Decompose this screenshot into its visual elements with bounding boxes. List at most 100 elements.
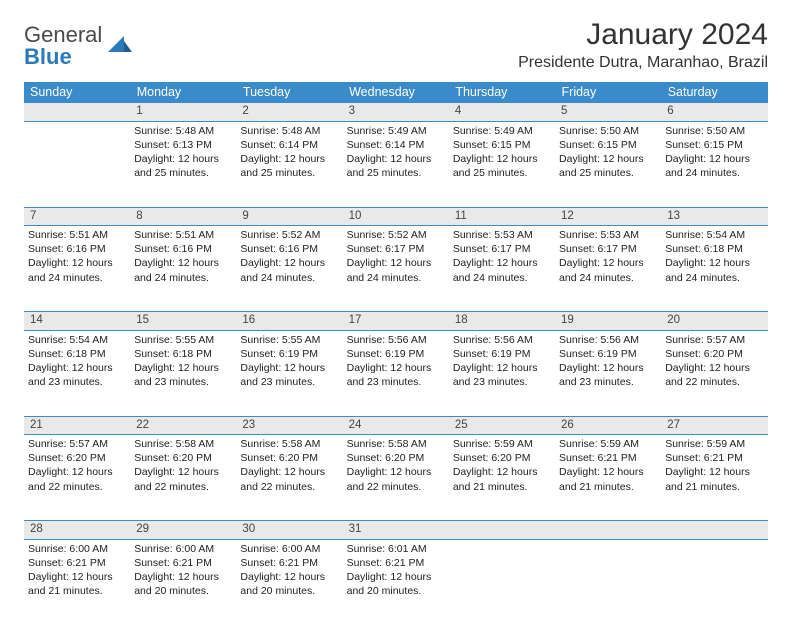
day-details: Sunrise: 6:00 AMSunset: 6:21 PMDaylight:… — [134, 542, 232, 599]
day-details: Sunrise: 5:49 AMSunset: 6:14 PMDaylight:… — [347, 124, 445, 181]
day-number-row: 14151617181920 — [24, 312, 768, 331]
day-content-cell — [661, 539, 767, 625]
day-number-cell: 23 — [236, 416, 342, 435]
day-number-cell: 12 — [555, 207, 661, 226]
day-number-cell: 24 — [343, 416, 449, 435]
day-number-cell: 13 — [661, 207, 767, 226]
day-details: Sunrise: 5:54 AMSunset: 6:18 PMDaylight:… — [28, 333, 126, 390]
day-number-cell: 18 — [449, 312, 555, 331]
day-number-cell: 14 — [24, 312, 130, 331]
day-content-cell: Sunrise: 5:49 AMSunset: 6:15 PMDaylight:… — [449, 121, 555, 207]
day-content-row: Sunrise: 5:54 AMSunset: 6:18 PMDaylight:… — [24, 330, 768, 416]
day-content-cell: Sunrise: 5:56 AMSunset: 6:19 PMDaylight:… — [555, 330, 661, 416]
day-content-cell: Sunrise: 5:50 AMSunset: 6:15 PMDaylight:… — [555, 121, 661, 207]
day-details: Sunrise: 5:53 AMSunset: 6:17 PMDaylight:… — [453, 228, 551, 285]
day-number-cell: 8 — [130, 207, 236, 226]
day-content-cell: Sunrise: 5:57 AMSunset: 6:20 PMDaylight:… — [24, 435, 130, 521]
day-details: Sunrise: 5:58 AMSunset: 6:20 PMDaylight:… — [347, 437, 445, 494]
day-number-cell — [555, 521, 661, 540]
location-subtitle: Presidente Dutra, Maranhao, Brazil — [518, 54, 768, 72]
day-number-cell: 4 — [449, 103, 555, 122]
day-details: Sunrise: 5:50 AMSunset: 6:15 PMDaylight:… — [559, 124, 657, 181]
day-number-cell: 26 — [555, 416, 661, 435]
day-content-cell: Sunrise: 5:48 AMSunset: 6:13 PMDaylight:… — [130, 121, 236, 207]
day-content-cell — [555, 539, 661, 625]
day-content-cell: Sunrise: 5:50 AMSunset: 6:15 PMDaylight:… — [661, 121, 767, 207]
weekday-header: Friday — [555, 82, 661, 103]
day-number-row: 123456 — [24, 103, 768, 122]
day-details: Sunrise: 5:58 AMSunset: 6:20 PMDaylight:… — [134, 437, 232, 494]
day-number-cell: 10 — [343, 207, 449, 226]
day-details: Sunrise: 5:54 AMSunset: 6:18 PMDaylight:… — [665, 228, 763, 285]
day-number-cell: 7 — [24, 207, 130, 226]
day-details: Sunrise: 5:53 AMSunset: 6:17 PMDaylight:… — [559, 228, 657, 285]
page-header: General Blue January 2024 Presidente Dut… — [24, 18, 768, 72]
day-details: Sunrise: 5:57 AMSunset: 6:20 PMDaylight:… — [28, 437, 126, 494]
day-details: Sunrise: 5:59 AMSunset: 6:20 PMDaylight:… — [453, 437, 551, 494]
day-number-cell: 31 — [343, 521, 449, 540]
logo-word-blue: Blue — [24, 44, 72, 69]
day-content-cell: Sunrise: 6:00 AMSunset: 6:21 PMDaylight:… — [130, 539, 236, 625]
day-details: Sunrise: 5:51 AMSunset: 6:16 PMDaylight:… — [28, 228, 126, 285]
day-details: Sunrise: 5:56 AMSunset: 6:19 PMDaylight:… — [347, 333, 445, 390]
day-number-cell: 19 — [555, 312, 661, 331]
day-number-cell: 21 — [24, 416, 130, 435]
day-number-cell: 20 — [661, 312, 767, 331]
day-content-cell: Sunrise: 5:55 AMSunset: 6:19 PMDaylight:… — [236, 330, 342, 416]
day-details: Sunrise: 5:48 AMSunset: 6:14 PMDaylight:… — [240, 124, 338, 181]
logo-triangle-icon — [108, 34, 134, 59]
day-content-cell: Sunrise: 5:57 AMSunset: 6:20 PMDaylight:… — [661, 330, 767, 416]
day-details: Sunrise: 6:00 AMSunset: 6:21 PMDaylight:… — [240, 542, 338, 599]
day-content-cell: Sunrise: 5:54 AMSunset: 6:18 PMDaylight:… — [661, 226, 767, 312]
day-content-cell: Sunrise: 5:49 AMSunset: 6:14 PMDaylight:… — [343, 121, 449, 207]
day-number-cell: 28 — [24, 521, 130, 540]
day-details: Sunrise: 5:49 AMSunset: 6:15 PMDaylight:… — [453, 124, 551, 181]
title-block: January 2024 Presidente Dutra, Maranhao,… — [518, 18, 768, 72]
day-number-cell: 29 — [130, 521, 236, 540]
day-details: Sunrise: 5:55 AMSunset: 6:19 PMDaylight:… — [240, 333, 338, 390]
day-details: Sunrise: 5:52 AMSunset: 6:17 PMDaylight:… — [347, 228, 445, 285]
day-content-cell: Sunrise: 5:51 AMSunset: 6:16 PMDaylight:… — [24, 226, 130, 312]
day-content-cell: Sunrise: 5:59 AMSunset: 6:21 PMDaylight:… — [555, 435, 661, 521]
day-details: Sunrise: 5:51 AMSunset: 6:16 PMDaylight:… — [134, 228, 232, 285]
day-number-cell: 22 — [130, 416, 236, 435]
day-number-cell: 30 — [236, 521, 342, 540]
day-number-row: 21222324252627 — [24, 416, 768, 435]
weekday-header-row: Sunday Monday Tuesday Wednesday Thursday… — [24, 82, 768, 103]
day-content-cell: Sunrise: 5:52 AMSunset: 6:16 PMDaylight:… — [236, 226, 342, 312]
day-content-cell: Sunrise: 5:59 AMSunset: 6:21 PMDaylight:… — [661, 435, 767, 521]
day-details: Sunrise: 5:59 AMSunset: 6:21 PMDaylight:… — [665, 437, 763, 494]
logo: General Blue — [24, 18, 134, 68]
weekday-header: Sunday — [24, 82, 130, 103]
day-content-cell: Sunrise: 5:48 AMSunset: 6:14 PMDaylight:… — [236, 121, 342, 207]
weekday-header: Saturday — [661, 82, 767, 103]
day-details: Sunrise: 5:50 AMSunset: 6:15 PMDaylight:… — [665, 124, 763, 181]
day-number-cell: 17 — [343, 312, 449, 331]
day-content-row: Sunrise: 5:48 AMSunset: 6:13 PMDaylight:… — [24, 121, 768, 207]
day-content-cell: Sunrise: 5:54 AMSunset: 6:18 PMDaylight:… — [24, 330, 130, 416]
month-title: January 2024 — [518, 18, 768, 52]
day-number-cell: 6 — [661, 103, 767, 122]
day-details: Sunrise: 5:56 AMSunset: 6:19 PMDaylight:… — [559, 333, 657, 390]
day-content-cell: Sunrise: 5:52 AMSunset: 6:17 PMDaylight:… — [343, 226, 449, 312]
day-details: Sunrise: 5:48 AMSunset: 6:13 PMDaylight:… — [134, 124, 232, 181]
day-number-cell: 25 — [449, 416, 555, 435]
day-content-cell: Sunrise: 6:01 AMSunset: 6:21 PMDaylight:… — [343, 539, 449, 625]
day-number-cell: 1 — [130, 103, 236, 122]
day-details: Sunrise: 5:58 AMSunset: 6:20 PMDaylight:… — [240, 437, 338, 494]
day-details: Sunrise: 5:59 AMSunset: 6:21 PMDaylight:… — [559, 437, 657, 494]
day-content-cell: Sunrise: 6:00 AMSunset: 6:21 PMDaylight:… — [24, 539, 130, 625]
day-content-cell: Sunrise: 5:53 AMSunset: 6:17 PMDaylight:… — [449, 226, 555, 312]
day-number-cell — [661, 521, 767, 540]
day-number-cell: 16 — [236, 312, 342, 331]
weekday-header: Tuesday — [236, 82, 342, 103]
day-number-cell — [449, 521, 555, 540]
logo-text: General Blue — [24, 24, 102, 68]
day-number-cell: 2 — [236, 103, 342, 122]
day-content-cell: Sunrise: 5:58 AMSunset: 6:20 PMDaylight:… — [130, 435, 236, 521]
weekday-header: Wednesday — [343, 82, 449, 103]
day-details: Sunrise: 5:52 AMSunset: 6:16 PMDaylight:… — [240, 228, 338, 285]
day-number-cell: 11 — [449, 207, 555, 226]
day-content-cell — [449, 539, 555, 625]
day-content-cell: Sunrise: 5:56 AMSunset: 6:19 PMDaylight:… — [343, 330, 449, 416]
